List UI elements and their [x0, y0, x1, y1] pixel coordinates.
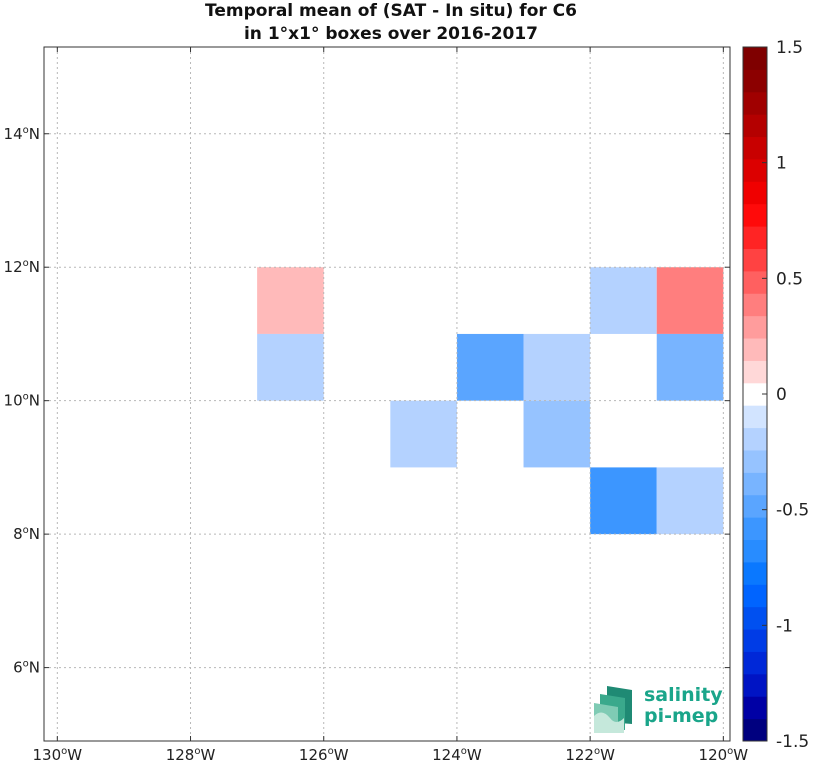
colorbar-segment-5: [743, 606, 767, 630]
colorbar-segment-14: [743, 405, 767, 429]
colorbar-segment-4: [743, 629, 767, 652]
colorbar-tick-label-0: 1.5: [776, 38, 803, 58]
y-axis: 6oN 8oN 10oN 12oN 14oN: [4, 125, 730, 677]
colorbar: 1.5 1 0.5 0 -0.5 -1 -1.5: [742, 38, 809, 752]
heatmap-cell-9: [590, 467, 657, 535]
x-axis: 130oW 128oW 126oW 124oW 122oW 120oW: [33, 47, 749, 763]
y-tick-label-3: 12oN: [4, 258, 40, 276]
colorbar-segment-29: [743, 69, 767, 93]
logo-mark-icon: [594, 686, 632, 733]
salinity-pi-mep-logo: salinity pi-mep: [594, 684, 723, 733]
colorbar-segment-24: [743, 181, 767, 205]
x-tick-label-4: 122oW: [565, 746, 615, 763]
colorbar-segment-2: [743, 673, 767, 697]
x-tick-label-1: 128oW: [166, 746, 216, 763]
heatmap-cell-0: [257, 267, 324, 334]
colorbar-segment-16: [743, 360, 767, 384]
chart-title-line-2: in 1°x1° boxes over 2016-2017: [244, 24, 538, 44]
colorbar-segment-12: [743, 449, 767, 473]
colorbar-segment-8: [743, 539, 767, 563]
colorbar-segment-19: [743, 293, 767, 317]
colorbar-segment-15: [743, 382, 767, 406]
colorbar-segment-30: [743, 47, 767, 70]
x-tick-label-5: 120oW: [699, 746, 749, 763]
heatmap-cell-5: [523, 400, 591, 468]
y-tick-label-1: 8oN: [13, 525, 40, 543]
x-tick-label-3: 124oW: [432, 746, 482, 763]
y-tick-label-0: 6oN: [13, 659, 40, 677]
colorbar-tick-label-5: -1: [776, 616, 793, 636]
chart-title-line-1: Temporal mean of (SAT - In situ) for C6: [205, 1, 577, 21]
colorbar-segment-9: [743, 517, 767, 541]
colorbar-segment-7: [743, 561, 767, 585]
colorbar-segment-3: [743, 651, 767, 675]
colorbar-segment-21: [743, 248, 767, 272]
colorbar-tick-label-4: -0.5: [776, 501, 809, 521]
heatmap-cell-6: [590, 267, 657, 334]
colorbar-segment-22: [743, 226, 767, 249]
colorbar-segment-26: [743, 136, 767, 160]
colorbar-segment-17: [743, 338, 767, 361]
logo-text-salinity: salinity: [644, 684, 723, 706]
colorbar-segment-25: [743, 158, 767, 182]
colorbar-segment-11: [743, 472, 767, 496]
plot-frame: [43, 46, 731, 742]
grid-lines: [44, 47, 730, 741]
colorbar-tick-label-6: -1.5: [776, 732, 809, 752]
heatmap-cell-3: [523, 333, 591, 401]
colorbar-segment-27: [743, 114, 767, 138]
colorbar-segment-20: [743, 270, 767, 294]
colorbar-segment-10: [743, 494, 767, 518]
logo-text-pi-mep: pi-mep: [644, 705, 718, 727]
heatmap-cell-8: [656, 333, 724, 401]
colorbar-segment-23: [743, 203, 767, 227]
colorbar-segment-1: [743, 696, 767, 720]
heatmap-cell-4: [390, 400, 457, 468]
colorbar-tick-label-1: 1: [776, 154, 787, 174]
colorbar-tick-label-2: 0.5: [776, 269, 803, 289]
heatmap-cell-10: [656, 467, 724, 535]
heatmap-cells: [257, 267, 724, 535]
colorbar-segment-18: [743, 315, 767, 339]
x-tick-label-0: 130oW: [33, 746, 83, 763]
x-tick-label-2: 126oW: [299, 746, 349, 763]
heatmap-cell-7: [656, 267, 724, 334]
heatmap-cell-1: [257, 333, 324, 401]
colorbar-segment-28: [743, 91, 767, 115]
heatmap-cell-2: [456, 333, 524, 401]
colorbar-segment-0: [743, 718, 767, 742]
colorbar-tick-label-3: 0: [776, 385, 787, 405]
colorbar-segment-6: [743, 584, 767, 608]
colorbar-segment-13: [743, 427, 767, 451]
y-tick-label-4: 14oN: [4, 125, 40, 143]
y-tick-label-2: 10oN: [4, 392, 40, 410]
